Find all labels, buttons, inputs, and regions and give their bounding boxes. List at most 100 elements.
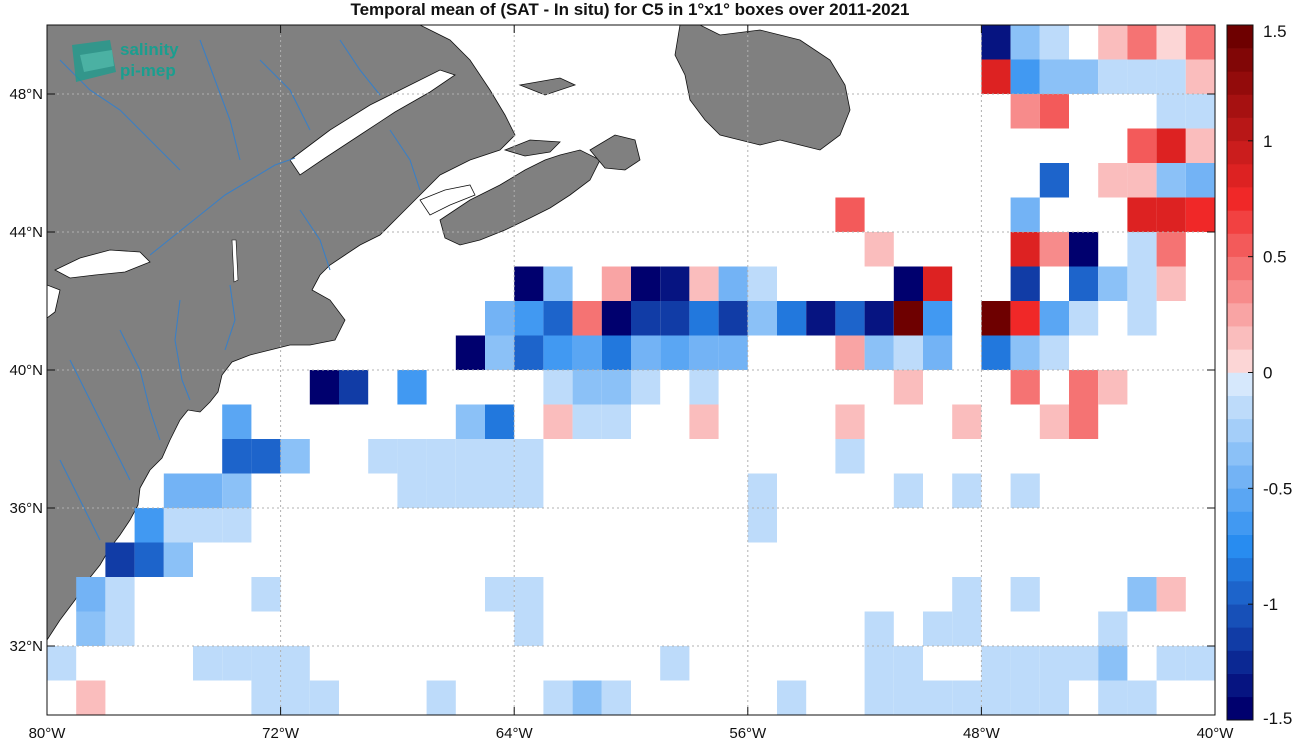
data-cell xyxy=(1039,404,1069,439)
data-cell xyxy=(1127,301,1157,336)
data-cell xyxy=(952,611,982,646)
colorbar-segment xyxy=(1227,233,1253,257)
data-cell xyxy=(864,646,894,681)
data-cell xyxy=(1010,577,1040,612)
data-cell xyxy=(981,680,1011,715)
data-cell xyxy=(339,370,369,405)
data-cell xyxy=(397,473,427,508)
data-cell xyxy=(1156,646,1186,681)
river-11 xyxy=(389,129,421,191)
colorbar-segment xyxy=(1227,627,1253,651)
data-cell xyxy=(514,266,544,301)
data-cell xyxy=(689,404,719,439)
data-cell xyxy=(280,439,310,474)
data-cell xyxy=(981,335,1011,370)
data-cell xyxy=(572,370,602,405)
colorbar xyxy=(1226,24,1254,721)
data-cell xyxy=(485,439,515,474)
data-cell xyxy=(222,646,252,681)
salinity-pimep-logo: salinity pi-mep xyxy=(72,40,179,82)
data-cell xyxy=(1127,59,1157,94)
data-cell xyxy=(485,335,515,370)
data-cell xyxy=(893,473,923,508)
x-tick-label: 80°W xyxy=(29,725,67,740)
data-cell xyxy=(1010,335,1040,370)
data-cell xyxy=(1010,266,1040,301)
colorbar-segment xyxy=(1227,48,1253,72)
data-cell xyxy=(222,508,252,543)
data-cell xyxy=(1098,266,1128,301)
y-tick-label: 40°N xyxy=(9,362,43,379)
colorbar-segment xyxy=(1227,696,1253,721)
data-cell xyxy=(660,646,690,681)
data-cell xyxy=(193,508,223,543)
data-cell xyxy=(1010,301,1040,336)
data-cell xyxy=(397,370,427,405)
data-cell xyxy=(1098,59,1128,94)
nova-scotia-land xyxy=(439,149,601,246)
data-cell xyxy=(1039,59,1069,94)
data-cell xyxy=(572,301,602,336)
data-cells-layer xyxy=(47,25,1215,715)
data-cell xyxy=(660,335,690,370)
data-cell xyxy=(1098,163,1128,198)
colorbar-segment xyxy=(1227,395,1253,420)
river-7 xyxy=(119,329,161,441)
data-cell xyxy=(309,370,339,405)
data-cell xyxy=(718,301,748,336)
data-cell xyxy=(601,370,631,405)
colorbar-segment xyxy=(1227,534,1253,559)
data-cell xyxy=(660,301,690,336)
data-cell xyxy=(368,439,398,474)
data-cell xyxy=(485,577,515,612)
colorbar-tick-label: -1 xyxy=(1263,595,1278,614)
data-cell xyxy=(163,508,193,543)
data-cell xyxy=(426,680,456,715)
colorbar-segment xyxy=(1227,465,1253,489)
data-cell xyxy=(1039,232,1069,267)
data-cell xyxy=(1098,370,1128,405)
chart-title: Temporal mean of (SAT - In situ) for C5 … xyxy=(350,0,910,19)
data-cell xyxy=(1039,646,1069,681)
newfoundland-land xyxy=(674,25,851,151)
data-cell xyxy=(923,611,953,646)
data-cell xyxy=(280,646,310,681)
data-cell xyxy=(718,335,748,370)
data-cell xyxy=(718,266,748,301)
data-cell xyxy=(514,473,544,508)
lakes xyxy=(47,69,476,319)
data-cell xyxy=(981,301,1011,336)
colorbar-segment xyxy=(1227,187,1253,211)
colorbar-segment xyxy=(1227,71,1253,95)
logo-line1: salinity xyxy=(120,40,179,59)
colorbar-tick-label: 1.5 xyxy=(1263,22,1287,41)
data-cell xyxy=(631,301,661,336)
river-3 xyxy=(259,59,311,131)
river-10 xyxy=(299,209,331,271)
data-cell xyxy=(1098,680,1128,715)
data-cell xyxy=(1127,197,1157,232)
data-cell xyxy=(485,473,515,508)
tick-marks xyxy=(46,25,1216,715)
data-cell xyxy=(76,680,106,715)
data-cell xyxy=(835,335,865,370)
data-cell xyxy=(1156,577,1186,612)
x-tick-label: 56°W xyxy=(729,725,767,740)
data-cell xyxy=(689,370,719,405)
data-cell xyxy=(514,611,544,646)
land-layer xyxy=(47,25,851,641)
data-cell xyxy=(1098,25,1128,60)
colorbar-segment xyxy=(1227,326,1253,350)
colorbar-tick-label: 0.5 xyxy=(1263,248,1287,267)
data-cell xyxy=(601,404,631,439)
colorbar-segment xyxy=(1227,673,1253,698)
colorbar-segment xyxy=(1227,279,1253,304)
data-cell xyxy=(1010,94,1040,129)
data-cell xyxy=(893,266,923,301)
data-cell xyxy=(1127,266,1157,301)
data-cell xyxy=(601,335,631,370)
data-cell xyxy=(105,611,135,646)
data-cell xyxy=(893,680,923,715)
data-cell xyxy=(455,404,485,439)
colorbar-segment xyxy=(1227,372,1253,396)
